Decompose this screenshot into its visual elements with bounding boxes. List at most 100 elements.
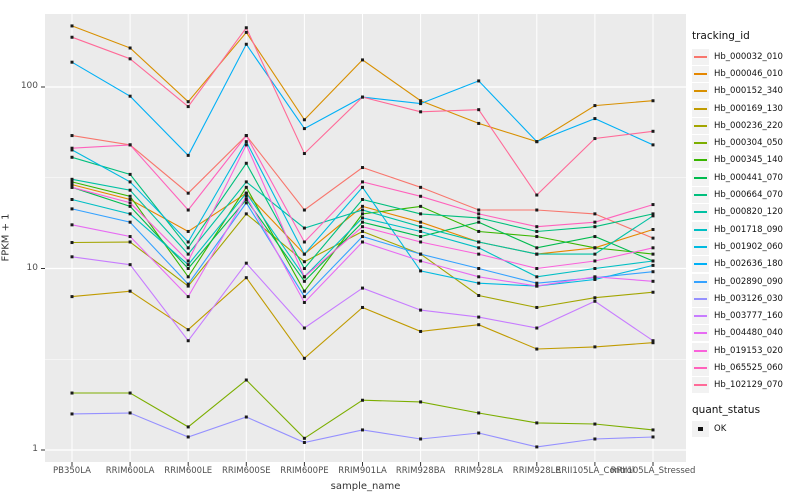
data-point [302,118,306,122]
data-point [186,105,190,109]
data-point [535,229,539,233]
data-point [535,193,539,197]
data-point [419,259,423,263]
data-point [651,129,655,133]
line-swatch-icon [692,325,709,342]
data-point [361,212,364,216]
x-tick-label: RRIM600PE [280,466,329,476]
legend-item-Hb_000152_340: Hb_000152_340 [692,83,800,100]
line-swatch-icon [692,169,709,186]
data-point [361,225,364,229]
x-axis-title: sample_name [330,481,401,492]
data-point [302,326,306,330]
data-point [70,146,74,150]
legend-item-Hb_019153_020: Hb_019153_020 [692,342,800,359]
data-point [477,411,481,415]
line-swatch-icon [692,359,709,376]
data-point [186,435,190,439]
data-point [477,208,481,212]
data-point [419,235,423,239]
x-tick-label: RRIM928LA [454,466,503,476]
data-point [477,121,481,125]
data-point [70,223,74,227]
data-point [651,259,655,263]
x-tick-label: RRIM901LA [338,466,387,476]
data-point [128,57,132,61]
data-point [535,347,539,351]
line-swatch-icon [692,83,709,100]
data-point [651,236,655,240]
legend-item-Hb_102129_070: Hb_102129_070 [692,377,800,394]
data-point [244,191,248,195]
data-point [70,183,74,187]
data-point [361,185,364,189]
data-point [244,161,248,165]
data-point [535,246,539,250]
black-square-point-icon [692,420,709,437]
data-point [361,229,364,233]
y-tick-label: 10 [26,262,38,273]
line-swatch-icon [692,204,709,221]
data-point [477,220,481,224]
legend-item-Hb_000032_010: Hb_000032_010 [692,48,800,65]
legend-item-label: Hb_001718_090 [714,224,783,235]
data-point [128,197,132,201]
data-point [361,216,364,220]
data-point [302,152,306,156]
data-point [477,229,481,233]
data-point [128,411,132,415]
data-point [593,252,597,256]
legend-item-label: Hb_000169_130 [714,103,783,114]
data-point [186,208,190,212]
data-point [128,240,132,244]
legend-item-label: Hb_004480_040 [714,328,783,339]
legend-item-label: Hb_000046_010 [714,68,783,79]
data-point [302,208,306,212]
data-point [477,79,481,83]
y-tick-label: 100 [20,81,38,91]
data-point [535,225,539,229]
data-point [70,185,74,189]
line-swatch-icon [692,377,709,394]
data-point [70,412,74,416]
data-point [244,261,248,265]
line-swatch-icon [692,238,709,255]
legend-item-Hb_001718_090: Hb_001718_090 [692,221,800,238]
data-point [535,326,539,330]
data-point [70,255,74,259]
data-point [186,295,190,299]
data-point [419,204,423,208]
data-point [128,289,132,293]
data-point [419,229,423,233]
data-point [70,295,74,299]
x-tick-label: RRIM600LA [105,466,155,476]
legend-item-Hb_000441_070: Hb_000441_070 [692,169,800,186]
legend-item-label: Hb_001902_060 [714,241,783,252]
data-point [244,143,248,147]
legend-item-label: OK [714,423,727,434]
data-point [302,127,306,131]
data-point [593,117,597,121]
data-point [593,345,597,349]
data-point [70,155,74,159]
data-point [244,134,248,138]
legend-item-Hb_000236_220: Hb_000236_220 [692,117,800,134]
line-swatch-icon [692,290,709,307]
data-point [419,110,423,114]
data-point [244,415,248,419]
legend-item-Hb_000169_130: Hb_000169_130 [692,100,800,117]
data-point [361,428,364,432]
data-point [535,421,539,425]
legend-item-Hb_003126_030: Hb_003126_030 [692,290,800,307]
data-point [70,35,74,39]
legend-item-Hb_001902_060: Hb_001902_060 [692,238,800,255]
legend-item-label: Hb_003126_030 [714,293,783,304]
data-point [186,328,190,332]
data-point [651,212,655,216]
data-point [361,208,364,212]
legend-item-label: Hb_000441_070 [714,172,783,183]
line-swatch-icon [692,117,709,134]
data-point [477,108,481,112]
legend-item-Hb_000664_070: Hb_000664_070 [692,186,800,204]
data-point [186,282,190,286]
